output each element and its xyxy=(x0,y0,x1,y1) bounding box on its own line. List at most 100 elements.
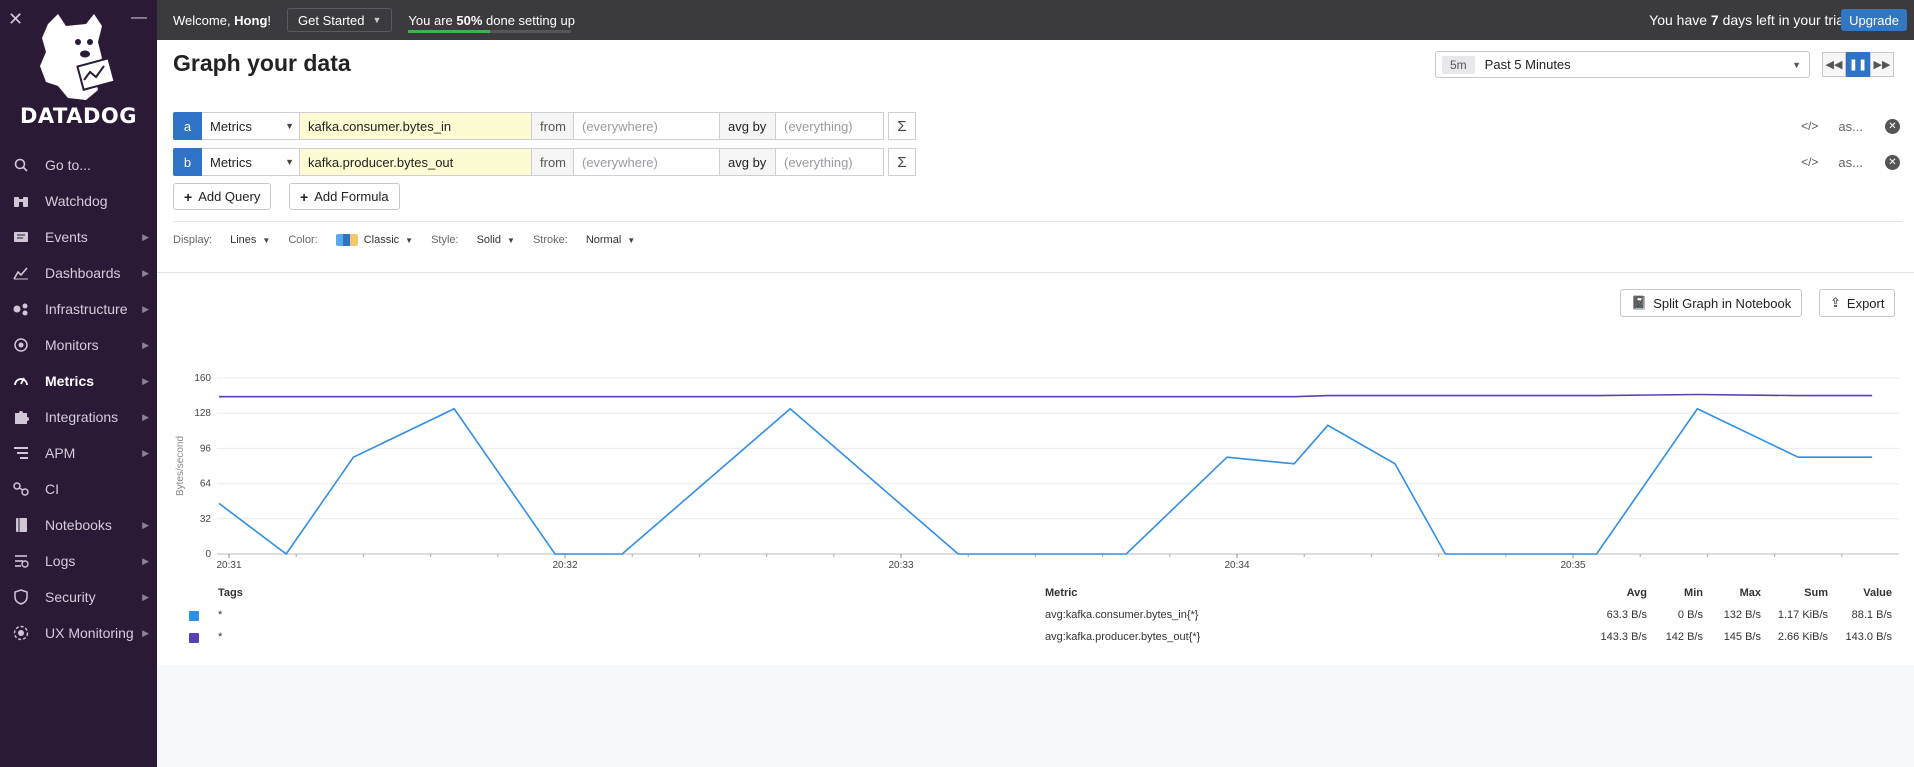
sidebar-item-monitors[interactable]: Monitors ▶ xyxy=(0,327,157,363)
dashboard-icon xyxy=(12,264,30,282)
query-row-a: a Metrics ▼ kafka.consumer.bytes_in from … xyxy=(173,112,916,140)
remove-query-icon[interactable]: ✕ xyxy=(1885,154,1900,170)
upgrade-button[interactable]: Upgrade xyxy=(1841,9,1907,31)
chevron-right-icon: ▶ xyxy=(142,555,149,566)
sidebar-item-security[interactable]: Security ▶ xyxy=(0,579,157,615)
style-select[interactable]: Solid xyxy=(476,234,502,246)
legend-cell-metric[interactable]: avg:kafka.producer.bytes_out{*} xyxy=(1045,631,1201,643)
y-tick-label: 64 xyxy=(200,479,212,490)
display-label: Display: xyxy=(173,234,213,246)
get-started-dropdown[interactable]: Get Started ▼ xyxy=(287,8,393,32)
setup-progress[interactable]: You are 50% done setting up xyxy=(408,13,575,33)
stroke-label: Stroke: xyxy=(532,234,568,246)
sidebar-item-ci[interactable]: CI xyxy=(0,471,157,507)
forward-button[interactable]: ▶▶ xyxy=(1870,52,1894,77)
add-formula-button[interactable]: + Add Formula xyxy=(289,183,400,210)
code-icon[interactable]: </> xyxy=(1801,119,1819,133)
sidebar-item-label: Metrics xyxy=(45,373,95,389)
legend-color-swatch[interactable] xyxy=(189,611,199,621)
notebook-icon: 📓 xyxy=(1631,295,1648,310)
x-tick-label: 20:31 xyxy=(216,560,241,571)
sidebar-item-label: CI xyxy=(45,481,59,497)
time-range-picker[interactable]: 5m Past 5 Minutes ▼ xyxy=(1435,51,1810,78)
export-button[interactable]: ⇪ Export xyxy=(1819,289,1896,317)
sidebar-item-go-to[interactable]: Go to... xyxy=(0,147,157,183)
split-graph-button[interactable]: 📓 Split Graph in Notebook xyxy=(1620,289,1803,317)
pause-button[interactable]: ❚❚ xyxy=(1846,52,1870,77)
plus-icon: + xyxy=(184,188,193,205)
color-select[interactable]: Classic xyxy=(363,234,400,246)
y-tick-label: 0 xyxy=(205,549,211,560)
legend-color-swatch[interactable] xyxy=(189,633,199,643)
avg-by-input[interactable]: (everything) xyxy=(776,112,884,140)
query-row-b-actions: </> as... ✕ xyxy=(1801,152,1900,172)
add-query-button[interactable]: + Add Query xyxy=(173,183,272,210)
sidebar-item-events[interactable]: Events ▶ xyxy=(0,219,157,255)
avg-by-label[interactable]: avg by xyxy=(720,148,776,176)
remove-query-icon[interactable]: ✕ xyxy=(1885,118,1900,134)
x-tick-label: 20:33 xyxy=(888,560,913,571)
timeseries-chart[interactable]: 0 32 64 96 128 160 20:31 20:32 20:33 20:34 20:35 By… xyxy=(157,40,1914,680)
sidebar-item-ux-monitoring[interactable]: UX Monitoring ▶ xyxy=(0,615,157,651)
sidebar-item-apm[interactable]: APM ▶ xyxy=(0,435,157,471)
legend-cell-avg: 143.3 B/s xyxy=(1600,631,1647,643)
binoculars-icon xyxy=(12,192,30,210)
series-line-producer-bytes-out[interactable] xyxy=(219,393,1873,398)
sidebar-nav: Go to... Watchdog Events ▶ Dashboards ▶ Infras… xyxy=(0,147,157,651)
query-row-b: b Metrics ▼ kafka.producer.bytes_out from… xyxy=(173,148,916,176)
avg-by-input[interactable]: (everything) xyxy=(776,148,884,176)
code-icon[interactable]: </> xyxy=(1801,155,1819,169)
query-source-select[interactable]: Metrics ▼ xyxy=(202,148,300,176)
notebook-icon xyxy=(12,516,30,534)
caret-down-icon[interactable]: ▼ xyxy=(262,235,271,245)
page-title: Graph your data xyxy=(173,50,351,76)
alias-input[interactable]: as... xyxy=(1838,154,1863,170)
y-tick-label: 160 xyxy=(194,373,211,384)
caret-down-icon[interactable]: ▼ xyxy=(627,235,636,245)
sidebar-item-label: Notebooks xyxy=(45,517,112,533)
caret-down-icon[interactable]: ▼ xyxy=(405,235,414,245)
sidebar-item-metrics[interactable]: Metrics ▶ xyxy=(0,363,157,399)
from-scope-input[interactable]: (everywhere) xyxy=(574,148,720,176)
metric-name-input[interactable]: kafka.producer.bytes_out xyxy=(300,148,532,176)
avg-by-label[interactable]: avg by xyxy=(720,112,776,140)
sidebar-item-notebooks[interactable]: Notebooks ▶ xyxy=(0,507,157,543)
legend-cell-tags: * xyxy=(218,609,223,621)
sidebar-item-label: Events xyxy=(45,229,88,245)
sidebar-item-dashboards[interactable]: Dashboards ▶ xyxy=(0,255,157,291)
sigma-icon[interactable]: Σ xyxy=(888,148,916,176)
alias-input[interactable]: as... xyxy=(1838,118,1863,134)
query-row-a-actions: </> as... ✕ xyxy=(1801,116,1900,136)
sidebar-item-label: Dashboards xyxy=(45,265,121,281)
sidebar-item-integrations[interactable]: Integrations ▶ xyxy=(0,399,157,435)
from-scope-input[interactable]: (everywhere) xyxy=(574,112,720,140)
close-icon[interactable]: ✕ xyxy=(8,9,24,29)
stroke-select[interactable]: Normal xyxy=(585,234,622,246)
sidebar-item-logs[interactable]: Logs ▶ xyxy=(0,543,157,579)
legend-cell-metric[interactable]: avg:kafka.consumer.bytes_in{*} xyxy=(1045,609,1199,621)
color-palette-icon[interactable] xyxy=(335,234,358,246)
query-source-select[interactable]: Metrics ▼ xyxy=(202,112,300,140)
metric-name-input[interactable]: kafka.consumer.bytes_in xyxy=(300,112,532,140)
sidebar-item-label: Monitors xyxy=(45,337,99,353)
minimize-icon[interactable]: — xyxy=(131,9,147,26)
caret-down-icon: ▼ xyxy=(285,157,294,167)
sigma-icon[interactable]: Σ xyxy=(888,112,916,140)
display-select[interactable]: Lines xyxy=(230,234,257,246)
shield-icon xyxy=(12,588,30,606)
datadog-logo[interactable] xyxy=(28,12,123,104)
query-letter[interactable]: a xyxy=(173,112,202,140)
plus-icon: + xyxy=(300,188,309,205)
sidebar-item-watchdog[interactable]: Watchdog xyxy=(0,183,157,219)
legend-header-tags: Tags xyxy=(218,587,243,599)
divider xyxy=(173,221,1902,222)
sidebar-item-infrastructure[interactable]: Infrastructure ▶ xyxy=(0,291,157,327)
caret-down-icon[interactable]: ▼ xyxy=(507,235,515,245)
rewind-button[interactable]: ◀◀ xyxy=(1822,52,1846,77)
series-line-consumer-bytes-in[interactable] xyxy=(218,407,1873,556)
legend-header-min: Min xyxy=(1684,587,1703,599)
sidebar-item-label: Integrations xyxy=(45,409,119,425)
query-letter[interactable]: b xyxy=(173,148,202,176)
x-tick-label: 20:35 xyxy=(1560,560,1585,571)
style-label: Style: xyxy=(431,234,459,246)
